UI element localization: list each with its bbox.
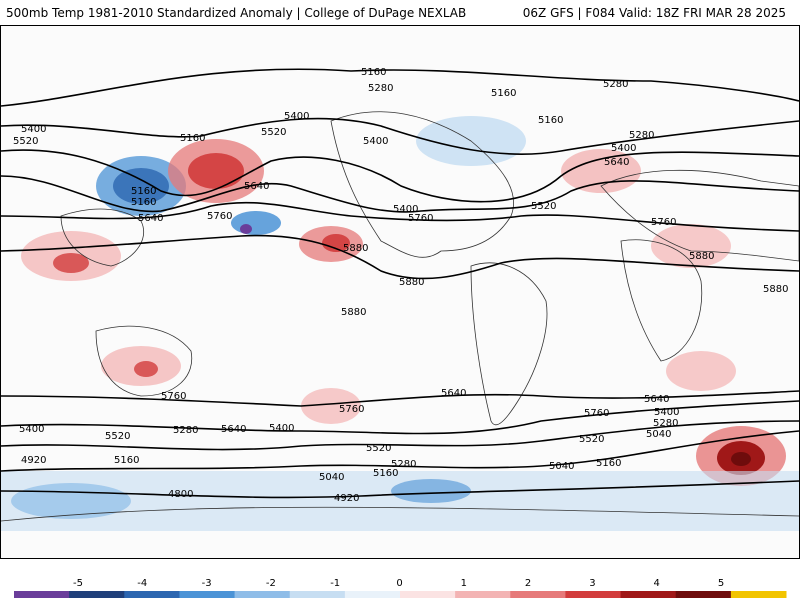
contour-label: 5280: [368, 83, 393, 94]
contour-label: 5640: [441, 388, 466, 399]
contour-label: 5400: [611, 143, 636, 154]
contour-label: 5280: [391, 459, 416, 470]
contour-label: 5520: [366, 443, 391, 454]
contour-label: 5880: [343, 243, 368, 254]
contour-label: 5520: [105, 431, 130, 442]
colorbar-segment: [124, 591, 180, 598]
contour-label: 4920: [334, 493, 359, 504]
contour-label: 5160: [180, 133, 205, 144]
colorbar-tick-label: 4: [654, 578, 660, 589]
colorbar-tick-label: -3: [202, 578, 212, 589]
map-canvas: 5160 5280 5160 5400 5520 5400 5520 5160 …: [1, 67, 799, 531]
colorbar-tick-label: -4: [137, 578, 147, 589]
contour-label: 5880: [399, 277, 424, 288]
contour-label: 5280: [653, 418, 678, 429]
contour-label: 5760: [651, 217, 676, 228]
colorbar-segment: [620, 591, 677, 598]
colorbar-segment: [565, 591, 622, 598]
contour-label: 5640: [221, 424, 246, 435]
contour-labels: 5160 5280 5160 5400 5520 5400 5520 5160 …: [13, 67, 788, 504]
anomaly-map: 5160 5280 5160 5400 5520 5400 5520 5160 …: [0, 25, 800, 559]
colorbar-segment: [289, 591, 346, 598]
contour-label: 5160: [131, 197, 156, 208]
contour-label: 5280: [173, 425, 198, 436]
model-valid-time: 06Z GFS | F084 Valid: 18Z FRI MAR 28 202…: [522, 6, 786, 20]
contour-label: 5160: [114, 455, 139, 466]
colorbar-tick-label: 5: [718, 578, 724, 589]
contour-label: 5640: [604, 157, 629, 168]
contour-label: 5160: [596, 458, 621, 469]
contour-label: 5400: [19, 424, 44, 435]
colorbar-segment: [14, 591, 70, 598]
height-contours: [1, 68, 799, 499]
contour-label: 5880: [341, 307, 366, 318]
contour-label: 5760: [339, 404, 364, 415]
contour-label: 4920: [21, 455, 46, 466]
colorbar-tick-label: -1: [330, 578, 340, 589]
colorbar-segment: [675, 591, 732, 598]
contour-label: 5160: [361, 67, 386, 78]
contour-label: 5400: [269, 423, 294, 434]
contour-label: 5520: [579, 434, 604, 445]
colorbar-segments: [14, 591, 787, 598]
contour-label: 5040: [319, 472, 344, 483]
contour-label: 5040: [646, 429, 671, 440]
contour-label: 5760: [161, 391, 186, 402]
colorbar-segment: [179, 591, 236, 598]
contour-label: 5040: [549, 461, 574, 472]
contour-label: 5400: [654, 407, 679, 418]
contour-label: 5280: [603, 79, 628, 90]
colorbar-segment: [344, 591, 401, 598]
contour-label: 5160: [538, 115, 563, 126]
contour-label: 5400: [393, 204, 418, 215]
contour-label: 5400: [284, 111, 309, 122]
contour-label: 5160: [491, 88, 516, 99]
contour-label: 5760: [408, 213, 433, 224]
contour-label: 5520: [531, 201, 556, 212]
colorbar-tick-label: 3: [589, 578, 595, 589]
continent-outlines: [1, 111, 799, 522]
colorbar-segment: [69, 591, 125, 598]
contour-label: 5640: [244, 181, 269, 192]
contour-label: 5520: [13, 136, 38, 147]
colorbar-tick-label: 0: [396, 578, 402, 589]
contour-label: 5400: [363, 136, 388, 147]
contour-label: 5640: [644, 394, 669, 405]
contour-label: 5160: [373, 468, 398, 479]
contour-label: 5640: [138, 213, 163, 224]
colorbar-segment: [510, 591, 566, 598]
contour-label: 5760: [584, 408, 609, 419]
colorbar-segment: [730, 591, 787, 598]
colorbar-tick-label: -2: [266, 578, 276, 589]
contour-label: 5760: [207, 211, 232, 222]
contour-label: 5400: [21, 124, 46, 135]
colorbar-segment: [234, 591, 291, 598]
contour-label: 5520: [261, 127, 286, 138]
colorbar-legend: -5 -4 -3 -2 -1 0 1 2 3 4 5: [14, 578, 787, 598]
contour-label: 5880: [689, 251, 714, 262]
contour-label: 5160: [131, 186, 156, 197]
map-title: 500mb Temp 1981-2010 Standardized Anomal…: [6, 6, 467, 20]
colorbar-tick-label: 2: [525, 578, 531, 589]
colorbar-tick-labels: -5 -4 -3 -2 -1 0 1 2 3 4 5: [73, 578, 724, 589]
colorbar-tick-label: -5: [73, 578, 83, 589]
contour-label: 5880: [763, 284, 788, 295]
contour-label: 4800: [168, 489, 193, 500]
contour-label: 5280: [629, 130, 654, 141]
colorbar-segment: [400, 591, 456, 598]
colorbar-segment: [455, 591, 511, 598]
colorbar-tick-label: 1: [461, 578, 467, 589]
